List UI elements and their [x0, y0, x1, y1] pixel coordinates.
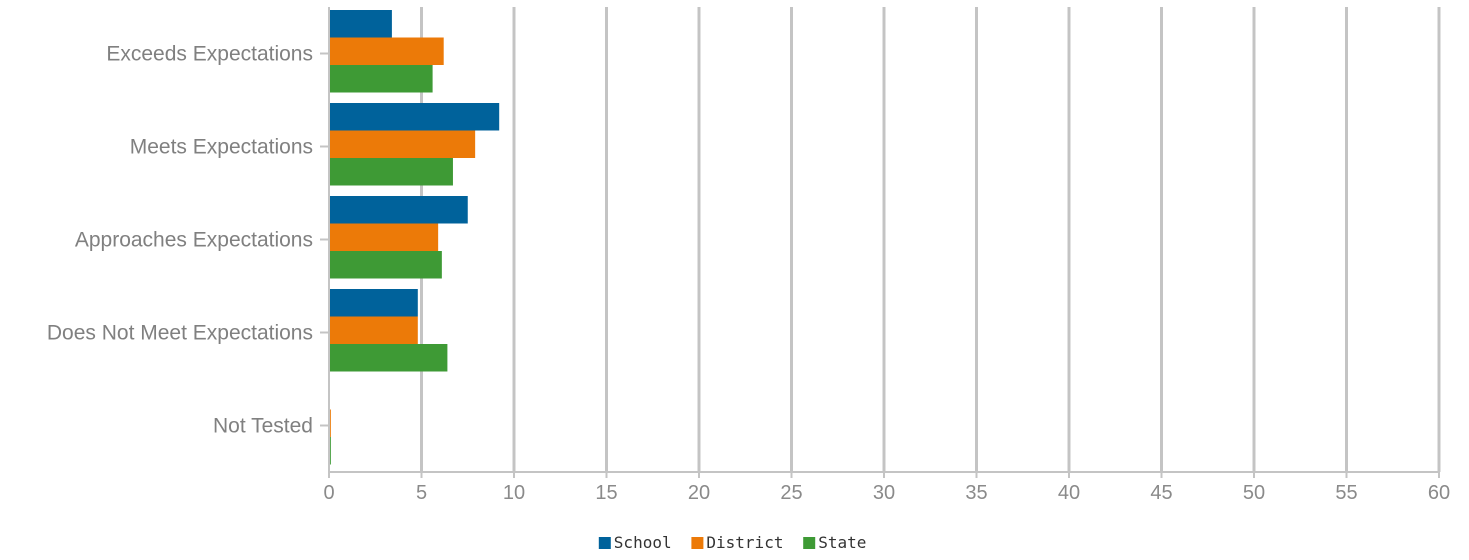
bar-school-0 [329, 10, 392, 38]
legend-swatch-school [598, 537, 611, 549]
bar-district-0 [329, 37, 444, 65]
x-tick-label: 10 [503, 482, 525, 504]
bar-district-1 [329, 130, 476, 158]
tick-labels: 0 5 10 15 20 25 30 35 40 45 50 55 60 [323, 482, 1450, 504]
x-tick-label: 15 [595, 482, 617, 504]
legend-label-district: District [706, 533, 783, 552]
category-label: Approaches Expectations [75, 229, 313, 252]
category-label: Meets Expectations [130, 136, 313, 159]
bar-state-1 [329, 158, 453, 186]
bar-school-2 [329, 196, 468, 224]
category-label: Exceeds Expectations [106, 43, 313, 66]
bars [329, 10, 500, 465]
legend-swatch-district [691, 537, 704, 549]
x-tick-label: 30 [873, 482, 895, 504]
x-tick-label: 50 [1243, 482, 1265, 504]
x-tick-label: 25 [780, 482, 802, 504]
x-tick-label: 20 [688, 482, 710, 504]
bar-state-0 [329, 65, 433, 93]
x-tick-label: 35 [965, 482, 987, 504]
x-tick-label: 60 [1428, 482, 1450, 504]
bar-district-2 [329, 223, 439, 251]
x-tick-label: 55 [1335, 482, 1357, 504]
legend-label-state: State [818, 533, 866, 552]
bar-school-1 [329, 103, 500, 131]
x-tick-label: 0 [323, 482, 334, 504]
category-labels: Exceeds Expectations Meets Expectations Ap… [47, 43, 313, 438]
legend-swatch-state [803, 537, 816, 549]
category-label: Not Tested [213, 415, 313, 438]
x-tick-label: 40 [1058, 482, 1080, 504]
category-label: Does Not Meet Expectations [47, 322, 313, 345]
legend: School District State [598, 533, 866, 552]
axes [320, 7, 1440, 478]
x-tick-label: 45 [1150, 482, 1172, 504]
legend-label-school: School [614, 533, 672, 552]
bar-state-3 [329, 344, 448, 372]
bar-school-3 [329, 289, 418, 317]
bar-state-2 [329, 251, 442, 279]
x-tick-label: 5 [416, 482, 427, 504]
gridlines [420, 7, 1441, 472]
bar-district-3 [329, 316, 418, 344]
